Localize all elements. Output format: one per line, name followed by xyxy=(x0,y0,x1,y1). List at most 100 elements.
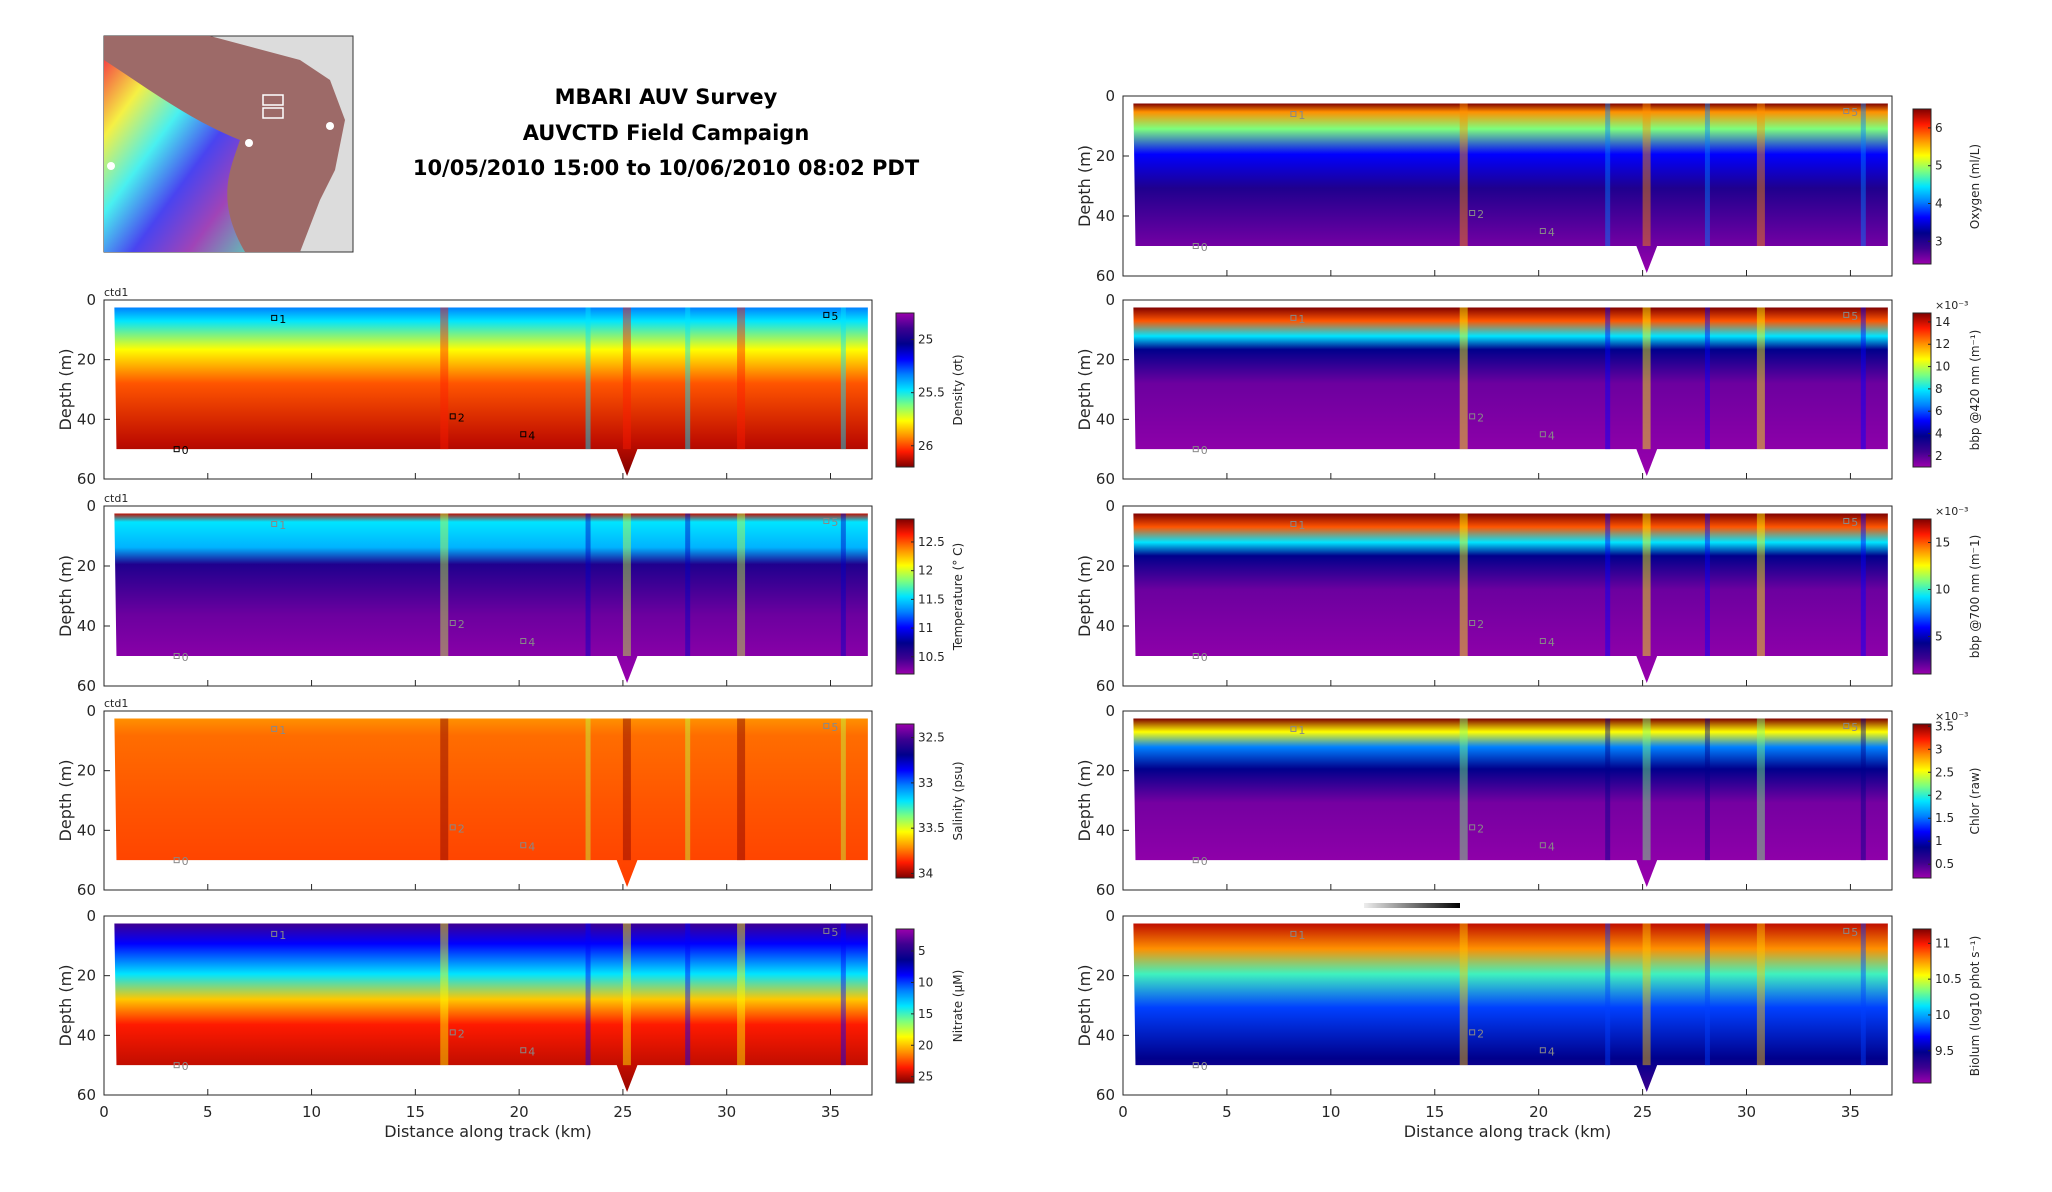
x-axis-label: Distance along track (km) xyxy=(384,1122,592,1141)
nitrate-field xyxy=(114,923,868,1093)
panel-tag: ctd1 xyxy=(104,492,128,505)
x-tick-label: 10 xyxy=(302,1103,321,1121)
station-label: 5 xyxy=(1851,310,1858,323)
station-label: 1 xyxy=(1298,109,1305,122)
station-label: 4 xyxy=(1548,1045,1555,1058)
y-tick-label: 60 xyxy=(77,470,96,488)
field-streak xyxy=(685,513,691,656)
colorbar-tick-label: 32.5 xyxy=(918,731,945,745)
field-streak xyxy=(685,307,691,450)
y-tick-label: 40 xyxy=(1096,1026,1115,1044)
panel-tag: ctd1 xyxy=(104,286,128,299)
figure-title: MBARI AUV Survey AUVCTD Field Campaign 1… xyxy=(413,85,920,180)
field-streak xyxy=(685,718,691,861)
colorbar-label: bbp @700 nm (m⁻1) xyxy=(1968,535,1982,659)
station-marker xyxy=(823,518,830,524)
colorbar-tick-label: 26 xyxy=(918,439,933,453)
x-tick-label: 10 xyxy=(1321,1103,1340,1121)
panel-bbp700: 0 20 40 60 Depth (m) 0 1 2 4 5 5 10 15 ×10⁻³ bbp @700 … xyxy=(1075,497,1982,695)
bbp700-colorbar xyxy=(1912,518,1932,675)
station-marker xyxy=(173,1062,180,1069)
station-marker xyxy=(271,930,278,937)
y-tick-label: 0 xyxy=(86,497,96,515)
colorbar-tick-label: 12 xyxy=(1935,337,1950,351)
station-label: 1 xyxy=(1298,313,1305,326)
station-marker xyxy=(823,722,830,729)
y-tick-label: 20 xyxy=(1096,147,1115,165)
x-tick-label: 20 xyxy=(510,1103,529,1121)
colorbar-tick-label: 11 xyxy=(1935,936,1950,950)
y-tick-label: 20 xyxy=(77,557,96,575)
station-label: 1 xyxy=(279,929,286,942)
field-streak xyxy=(1704,307,1710,450)
field-streak xyxy=(840,923,846,1066)
field-streak xyxy=(840,307,846,450)
colorbar-tick-label: 11.5 xyxy=(918,592,945,606)
y-tick-label: 20 xyxy=(1096,967,1115,985)
panel-density: 0 20 40 60 Depth (m) ctd1 0 1 2 4 5 25 25.5 26 Density… xyxy=(56,286,965,488)
colorbar-tick-label: 34 xyxy=(918,866,933,880)
station-marker xyxy=(1469,413,1476,420)
title-line-1: MBARI AUV Survey xyxy=(555,85,778,109)
colorbar-tick-label: 9.5 xyxy=(1935,1044,1954,1058)
field-streak xyxy=(585,513,591,656)
y-tick-label: 40 xyxy=(77,1026,96,1044)
biolum-field xyxy=(1133,923,1888,1093)
station-marker xyxy=(1192,857,1199,864)
y-axis-label: Depth (m) xyxy=(1075,965,1094,1047)
y-tick-label: 60 xyxy=(1096,267,1115,285)
field-streak xyxy=(1704,923,1710,1066)
station-marker xyxy=(271,521,278,527)
oxygen-field xyxy=(1133,103,1888,273)
station-label: 0 xyxy=(1201,241,1208,254)
station-marker xyxy=(1539,431,1546,438)
colorbar-label: Density (σt) xyxy=(951,354,965,425)
colorbar-label: Salinity (psu) xyxy=(951,761,965,840)
colorbar-tick-label: 33 xyxy=(918,776,933,790)
field-streak xyxy=(685,923,691,1066)
station-marker xyxy=(1843,311,1850,318)
station-label: 2 xyxy=(1477,618,1484,631)
field-streak xyxy=(1860,923,1866,1066)
colorbar-tick-label: 33.5 xyxy=(918,821,945,835)
field-streak xyxy=(1704,513,1710,656)
station-marker xyxy=(520,431,527,438)
station-label: 1 xyxy=(279,519,286,532)
y-tick-label: 0 xyxy=(1105,291,1115,309)
y-tick-label: 60 xyxy=(1096,677,1115,695)
field-streak xyxy=(737,718,746,861)
axes-box xyxy=(1122,505,1893,687)
y-tick-label: 20 xyxy=(77,967,96,985)
field-streak xyxy=(1459,923,1468,1066)
panel-salinity: 0 20 40 60 Depth (m) ctd1 0 1 2 4 5 32.5 33 33.5 34 Sal… xyxy=(56,697,965,899)
field-streak xyxy=(622,718,631,861)
station-label: 1 xyxy=(1298,724,1305,737)
station-label: 2 xyxy=(458,1027,465,1040)
field-streak xyxy=(1642,307,1651,450)
y-tick-label: 40 xyxy=(1096,821,1115,839)
y-tick-label: 40 xyxy=(1096,617,1115,635)
station-label: 4 xyxy=(528,429,535,442)
station-marker xyxy=(1843,722,1850,729)
station-label: 2 xyxy=(1477,208,1484,221)
station-label: 0 xyxy=(182,651,189,664)
x-tick-label: 25 xyxy=(1633,1103,1652,1121)
station-marker xyxy=(271,314,278,321)
colorbar-label: Nitrate (μM) xyxy=(951,970,965,1043)
field-streak xyxy=(1605,718,1611,861)
axes-box xyxy=(1122,710,1893,891)
colorbar-tick-label: 6 xyxy=(1935,404,1943,418)
axes-box xyxy=(103,915,873,1096)
chlor-field xyxy=(1133,718,1888,888)
temperature-colorbar xyxy=(895,518,915,675)
station-label: 4 xyxy=(1548,429,1555,442)
field-streak xyxy=(1756,923,1765,1066)
y-axis-label: Depth (m) xyxy=(56,349,75,431)
station-label: 1 xyxy=(1298,519,1305,532)
field-streak xyxy=(440,923,449,1066)
x-tick-label: 30 xyxy=(1737,1103,1756,1121)
